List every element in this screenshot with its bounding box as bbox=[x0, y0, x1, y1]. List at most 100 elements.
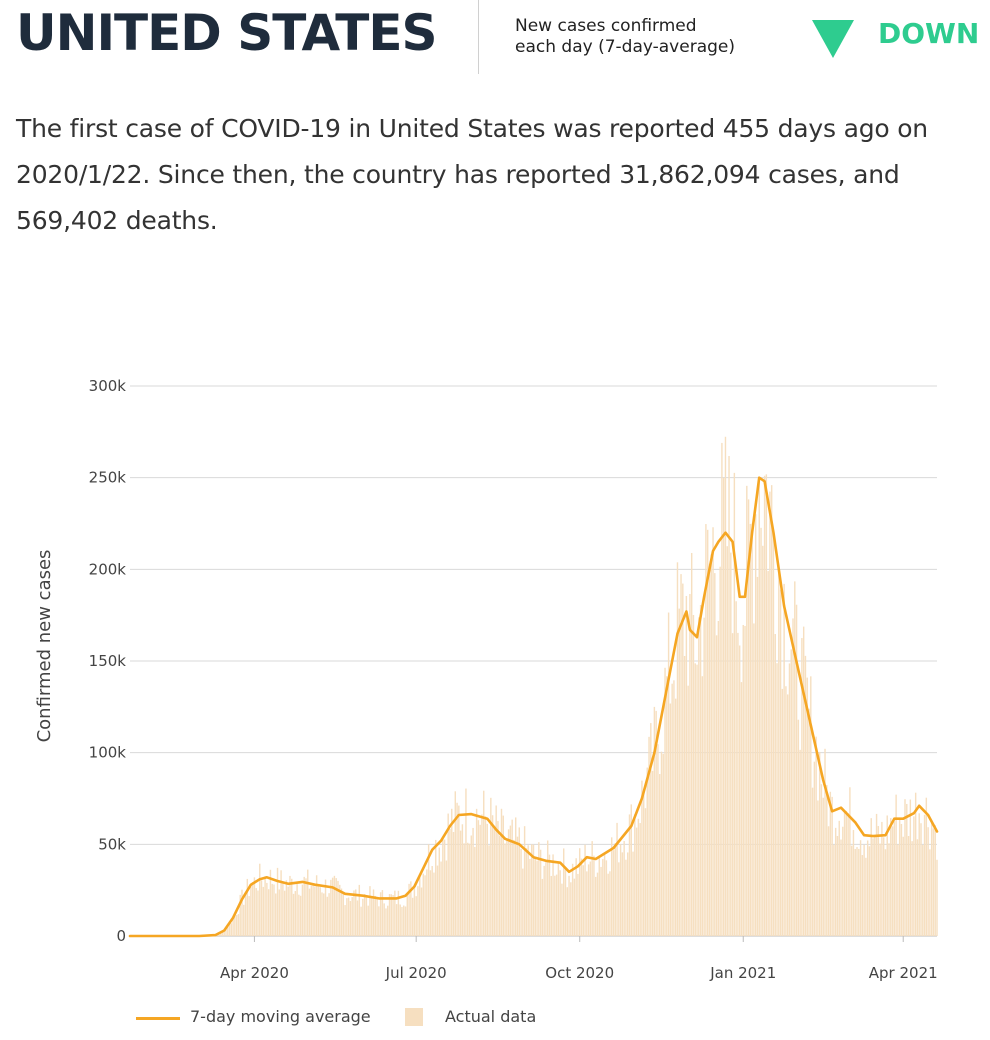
actual-data-bar bbox=[390, 894, 393, 936]
actual-data-bar bbox=[303, 876, 305, 936]
actual-data-bar bbox=[568, 875, 570, 936]
actual-data-bar bbox=[527, 845, 529, 936]
actual-data-bar bbox=[283, 890, 286, 936]
actual-data-bar bbox=[298, 894, 300, 936]
actual-data-bar bbox=[500, 808, 503, 936]
actual-data-bar bbox=[719, 566, 721, 936]
actual-data-bar bbox=[827, 826, 830, 936]
actual-data-bar bbox=[235, 914, 238, 936]
actual-data-bar bbox=[271, 883, 273, 936]
actual-data-bar bbox=[810, 676, 812, 936]
actual-data-bar bbox=[355, 889, 357, 936]
actual-data-bar bbox=[634, 814, 636, 936]
actual-data-bar bbox=[383, 903, 385, 936]
actual-data-bar bbox=[280, 870, 282, 936]
actual-data-bar bbox=[427, 844, 430, 936]
actual-data-bar bbox=[843, 811, 846, 936]
actual-data-bar bbox=[623, 841, 625, 936]
actual-data-bar bbox=[632, 851, 634, 936]
actual-data-bar bbox=[593, 855, 595, 936]
actual-data-bar bbox=[230, 923, 233, 936]
actual-data-bar bbox=[802, 626, 805, 936]
actual-data-bar bbox=[349, 901, 352, 936]
actual-data-bar bbox=[411, 897, 414, 936]
actual-data-bar bbox=[762, 545, 764, 936]
actual-data-bar bbox=[925, 797, 928, 936]
actual-data-bar bbox=[680, 574, 682, 936]
actual-data-bar bbox=[922, 844, 924, 936]
metric-line-2: each day (7-day-average) bbox=[515, 37, 735, 57]
y-tick-label: 0 bbox=[116, 927, 126, 945]
x-tick-label: Jan 2021 bbox=[709, 964, 776, 982]
actual-data-bar bbox=[746, 485, 748, 936]
actual-data-bar bbox=[419, 875, 421, 936]
actual-data-bar bbox=[422, 873, 425, 936]
actual-data-bar bbox=[566, 887, 568, 936]
actual-data-bar bbox=[596, 872, 599, 936]
actual-data-bar bbox=[580, 858, 583, 936]
actual-data-bar bbox=[612, 850, 615, 936]
actual-data-bar bbox=[641, 780, 643, 936]
actual-data-bar bbox=[278, 889, 281, 936]
actual-data-bar bbox=[326, 896, 329, 936]
actual-data-bar bbox=[548, 854, 551, 936]
actual-data-bar bbox=[744, 625, 746, 936]
actual-data-bar bbox=[253, 877, 256, 936]
actual-data-bar bbox=[682, 583, 684, 936]
x-tick-label: Apr 2021 bbox=[869, 964, 938, 982]
actual-data-bar bbox=[794, 581, 796, 936]
actual-data-bar bbox=[836, 835, 839, 936]
actual-data-bar bbox=[367, 905, 369, 936]
actual-data-bar bbox=[267, 889, 270, 936]
actual-data-bar bbox=[842, 826, 844, 936]
actual-data-bar bbox=[218, 933, 220, 936]
actual-data-bar bbox=[266, 882, 268, 936]
actual-data-bar bbox=[660, 751, 663, 936]
actual-data-bar bbox=[479, 824, 481, 936]
actual-data-bar bbox=[323, 893, 325, 936]
actual-data-bar bbox=[260, 880, 263, 936]
actual-data-bar bbox=[674, 698, 677, 936]
actual-data-bar bbox=[621, 852, 624, 936]
actual-data-bar bbox=[879, 843, 881, 936]
actual-data-bar bbox=[291, 878, 293, 936]
actual-data-bar bbox=[436, 865, 439, 936]
y-tick-label: 200k bbox=[89, 560, 127, 578]
actual-data-bar bbox=[786, 694, 789, 936]
actual-data-bar bbox=[799, 749, 801, 936]
actual-data-bar bbox=[499, 835, 501, 936]
actual-data-bar bbox=[358, 884, 361, 936]
actual-data-bar bbox=[547, 840, 549, 936]
actual-data-bar bbox=[813, 761, 816, 936]
actual-data-bar bbox=[797, 719, 800, 936]
actual-data-bar bbox=[913, 816, 915, 936]
actual-data-bar bbox=[289, 875, 291, 936]
actual-data-bar bbox=[468, 843, 471, 936]
actual-data-bar bbox=[509, 825, 512, 936]
actual-data-bar bbox=[834, 827, 837, 936]
actual-data-bar bbox=[779, 589, 782, 936]
actual-data-bar bbox=[570, 882, 572, 936]
actual-data-bar bbox=[630, 804, 632, 936]
actual-data-bar bbox=[595, 876, 597, 936]
x-axis-ticks: Apr 2020 Jul 2020 Oct 2020 Jan 2021 Apr 2021 bbox=[220, 936, 938, 982]
actual-data-bar bbox=[790, 649, 792, 936]
actual-data-bar bbox=[721, 442, 723, 936]
actual-data-bar bbox=[392, 895, 394, 936]
actual-data-bar bbox=[730, 552, 732, 936]
actual-data-bar bbox=[244, 894, 247, 936]
actual-data-bar bbox=[770, 485, 773, 936]
actual-data-bar bbox=[657, 744, 659, 936]
actual-data-bar bbox=[618, 862, 620, 936]
actual-data-bar bbox=[930, 821, 933, 936]
actual-data-bar bbox=[251, 882, 254, 936]
actual-data-bar bbox=[339, 884, 341, 936]
actual-data-bar bbox=[241, 889, 243, 936]
x-tick-label: Apr 2020 bbox=[220, 964, 289, 982]
actual-data-bar bbox=[257, 890, 259, 936]
actual-data-bar bbox=[346, 898, 348, 936]
actual-data-bar bbox=[344, 905, 346, 936]
y-axis-label: Confirmed new cases bbox=[34, 550, 55, 743]
actual-data-bar bbox=[262, 886, 265, 936]
actual-data-bar bbox=[765, 474, 768, 936]
